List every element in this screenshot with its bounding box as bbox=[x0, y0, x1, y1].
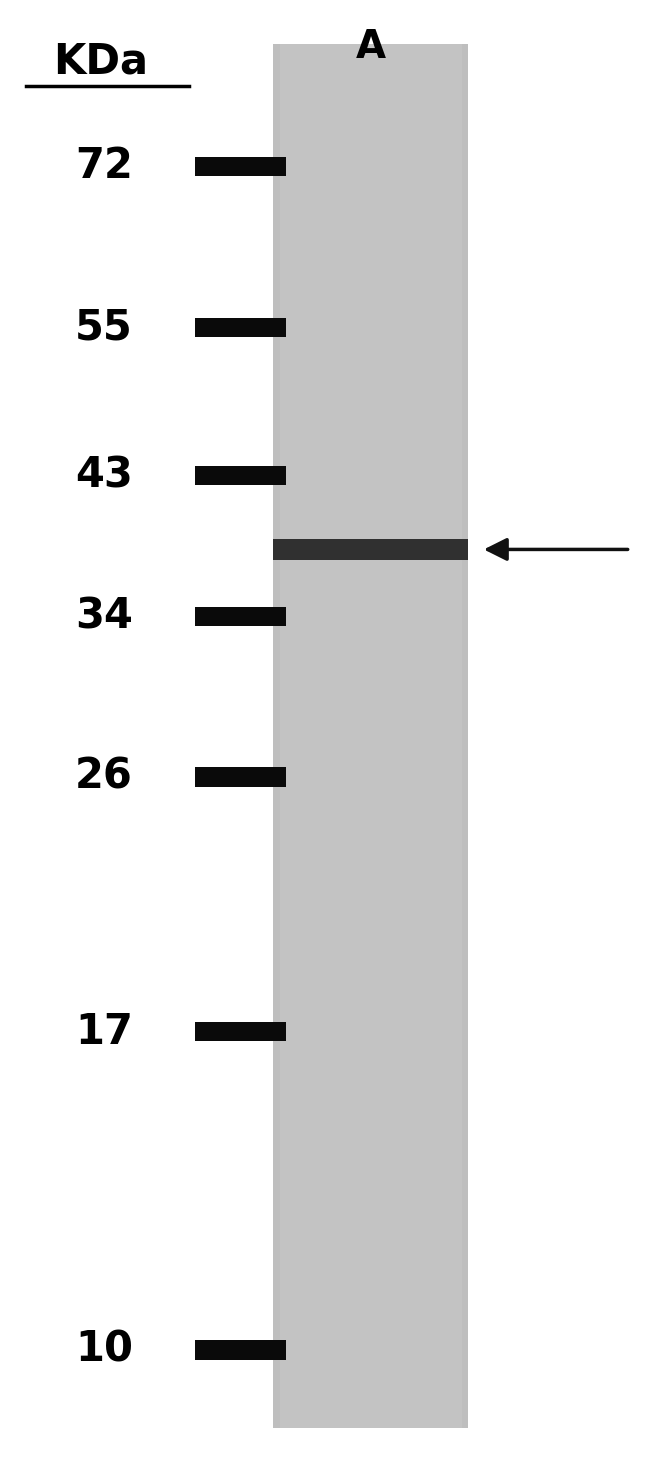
Bar bbox=[273, 44, 468, 1428]
Bar bbox=[280, 44, 462, 1428]
Text: 17: 17 bbox=[75, 1011, 133, 1052]
Text: 72: 72 bbox=[75, 146, 133, 187]
Bar bbox=[195, 318, 286, 337]
Bar bbox=[195, 465, 286, 484]
Bar bbox=[195, 156, 286, 175]
Bar bbox=[195, 767, 286, 786]
Text: 26: 26 bbox=[75, 757, 133, 798]
Text: A: A bbox=[356, 28, 385, 66]
Bar bbox=[195, 1022, 286, 1041]
Bar bbox=[195, 1341, 286, 1360]
Text: 10: 10 bbox=[75, 1329, 133, 1370]
Text: 34: 34 bbox=[75, 595, 133, 637]
Text: 55: 55 bbox=[75, 306, 133, 349]
Text: 43: 43 bbox=[75, 455, 133, 496]
Bar bbox=[273, 539, 468, 559]
Text: KDa: KDa bbox=[53, 41, 148, 82]
Bar bbox=[195, 606, 286, 626]
